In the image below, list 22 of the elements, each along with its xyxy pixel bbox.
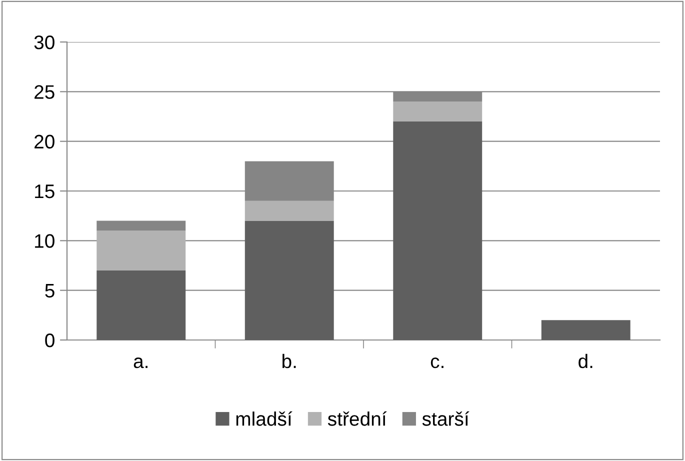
legend-label: mladší	[236, 411, 292, 426]
bar	[541, 320, 630, 340]
y-tick-label: 25	[34, 85, 54, 99]
y-tick-label: 30	[34, 35, 54, 50]
x-tick-label: c.	[430, 358, 444, 368]
bar	[393, 121, 482, 340]
bar	[96, 270, 186, 340]
bar	[244, 200, 334, 221]
bar	[96, 230, 186, 270]
y-tick-label: 10	[35, 234, 54, 248]
bar	[393, 102, 482, 122]
bar	[96, 220, 186, 231]
x-tick-label: d.	[578, 354, 592, 368]
y-tick-label: 20	[34, 134, 54, 149]
bar	[244, 220, 334, 340]
legend-label: střední	[328, 411, 387, 426]
y-tick-label: 0	[45, 333, 54, 348]
legend-label: starší	[422, 411, 470, 426]
y-tick-label: 5	[45, 284, 54, 298]
y-tick-label: 15	[35, 184, 54, 198]
x-tick-label: a.	[134, 358, 148, 368]
x-tick-label: b.	[282, 354, 296, 368]
